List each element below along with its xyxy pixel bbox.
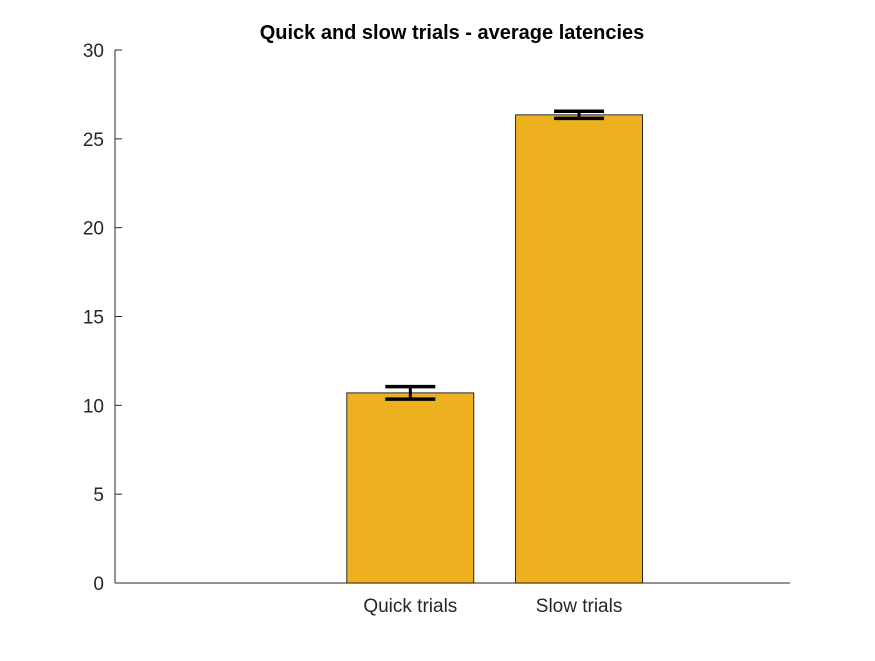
x-tick-label-0: Quick trials: [363, 596, 457, 617]
y-tick-label-3: 15: [83, 308, 104, 329]
bars: [346, 114, 643, 584]
y-tick-label-1: 5: [93, 485, 104, 506]
y-tick-label-2: 10: [83, 396, 104, 417]
y-tick-label-6: 30: [83, 41, 104, 62]
y-tick-label-0: 0: [93, 574, 104, 595]
y-axis: 0 5 10 15 20 25 30: [83, 41, 122, 595]
bar-0: [346, 392, 475, 584]
error-bars: [385, 109, 605, 401]
x-tick-label-1: Slow trials: [536, 596, 623, 617]
y-tick-label-5: 25: [83, 130, 104, 151]
chart-title: Quick and slow trials - average latencie…: [260, 22, 645, 44]
bar-1: [515, 114, 643, 584]
y-tick-label-4: 20: [83, 219, 104, 240]
